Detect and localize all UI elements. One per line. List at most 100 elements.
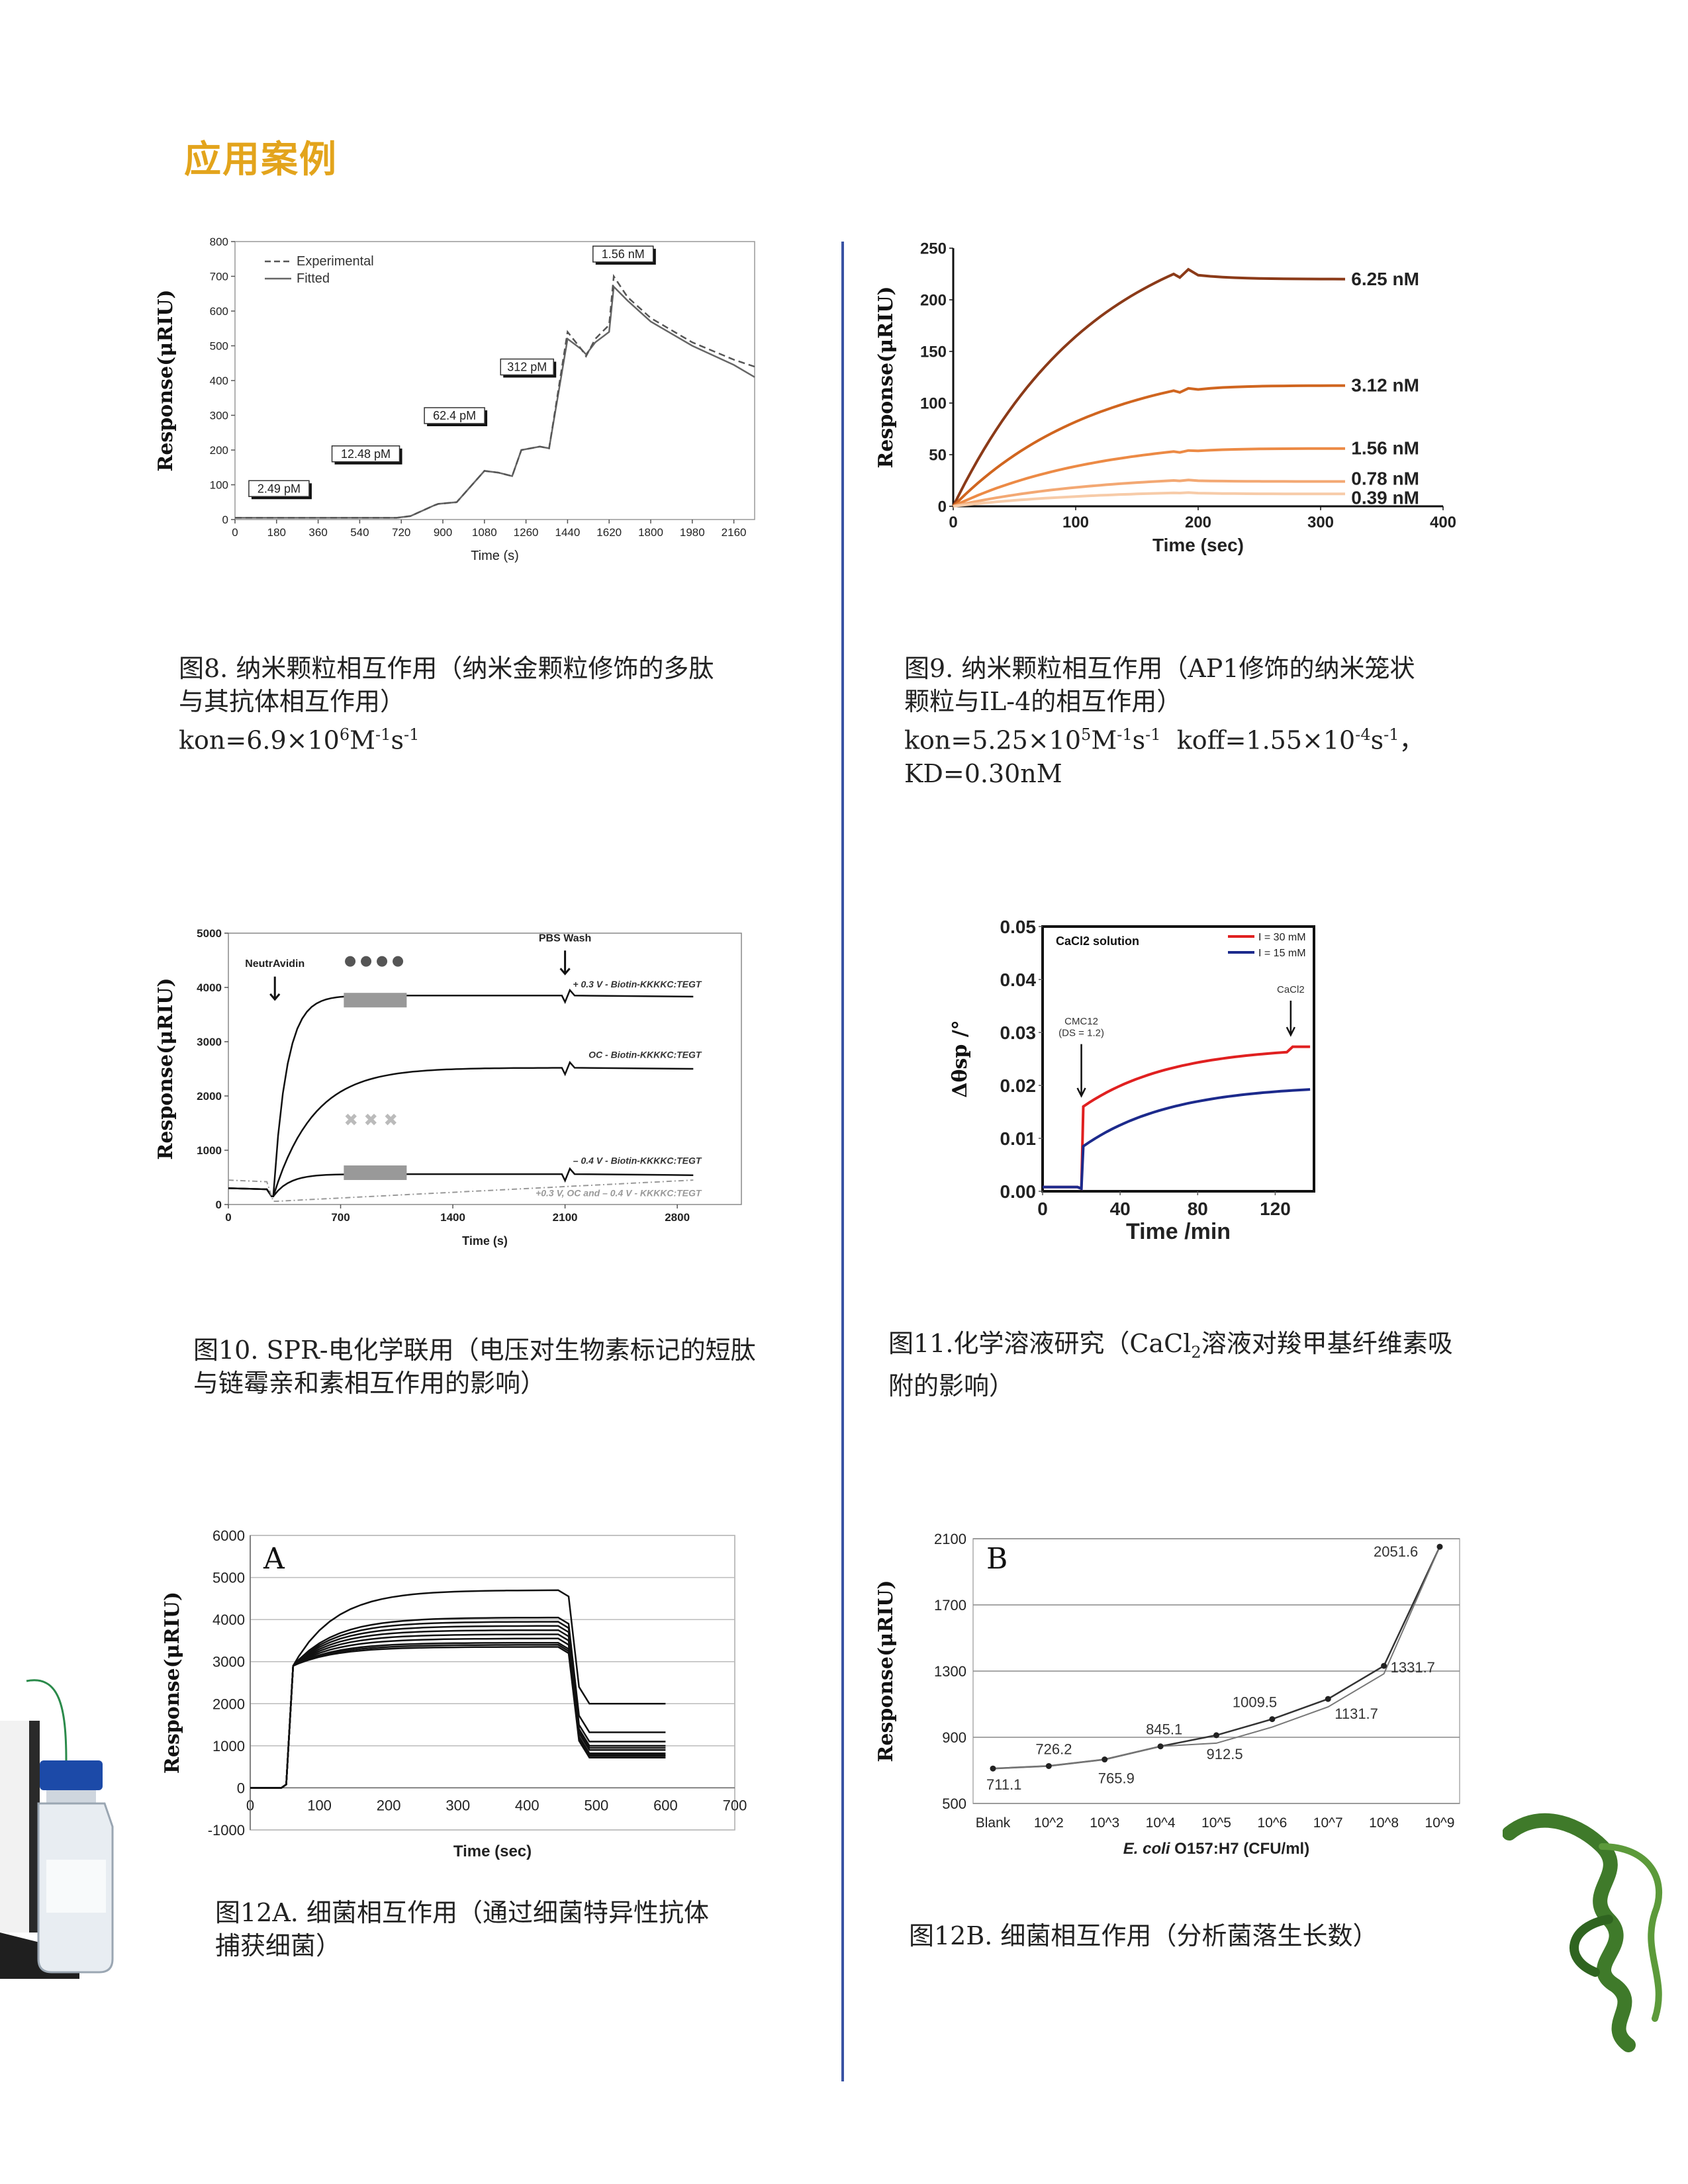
concentration-label: 2.49 pM	[258, 482, 301, 495]
surface-schematic	[344, 1165, 407, 1180]
legend-label: I = 30 mM	[1258, 932, 1306, 943]
y-tick-label: 1300	[934, 1663, 966, 1680]
caption-figure-9: 图9. 纳米颗粒相互作用（AP1修饰的纳米笼状 颗粒与IL-4的相互作用） ko…	[904, 652, 1425, 790]
x-tick-label: 400	[515, 1797, 539, 1813]
x-tick-label: 700	[723, 1797, 747, 1813]
legend-label-experimental: Experimental	[297, 254, 374, 269]
x-tick-label: 80	[1188, 1199, 1208, 1219]
caption-line: 与其抗体相互作用）	[179, 687, 406, 716]
series-line	[250, 1625, 666, 1789]
x-tick-label: 1800	[638, 526, 663, 539]
series-line	[250, 1633, 666, 1789]
x-tick-label: 0	[232, 526, 238, 539]
figure-12b: 500 900 1300 1700 2100 Blank 10^2 10^3 10^4 10^5 1…	[874, 1522, 1483, 1866]
x-tick-label: 1080	[472, 526, 497, 539]
y-tick-label: 0.04	[1000, 970, 1037, 990]
caption-line: 图12B. 细菌相互作用（分析菌落生长数）	[909, 1921, 1378, 1950]
y-tick-label: 200	[210, 444, 228, 457]
x-tick-label: 180	[267, 526, 286, 539]
x-axis-label: Time /min	[1126, 1219, 1231, 1244]
x-tick-label: 2100	[553, 1211, 578, 1224]
y-tick-label: 3000	[197, 1036, 222, 1048]
data-label: 726.2	[1035, 1741, 1072, 1757]
y-tick-label: 50	[929, 446, 947, 464]
data-point	[1436, 1543, 1443, 1550]
series-line-replicate	[992, 1546, 1440, 1770]
data-point	[1102, 1756, 1108, 1763]
y-tick-label: 2000	[197, 1090, 222, 1103]
x-tick-label: 900	[434, 526, 452, 539]
x-tick-label: 10^4	[1146, 1815, 1176, 1831]
annotation-arrow	[1286, 1001, 1295, 1037]
concentration-label: 12.48 pM	[341, 447, 391, 461]
protein-schematic	[361, 956, 372, 967]
series-line	[250, 1589, 666, 1789]
y-tick-label: 100	[920, 394, 947, 412]
y-tick-label: 0.03	[1000, 1023, 1037, 1043]
x-tick-label: Blank	[976, 1815, 1011, 1831]
y-tick-label: 500	[210, 340, 228, 352]
y-tick-label: 0.05	[1000, 917, 1037, 937]
x-tick-label: 1260	[514, 526, 539, 539]
series-label: 1.56 nM	[1351, 438, 1419, 459]
series-label: OC - Biotin-KKKKC:TEGT	[588, 1050, 702, 1060]
series-label: 0.39 nM	[1351, 487, 1419, 508]
x-tick-label: 200	[377, 1797, 401, 1813]
data-label: 711.1	[986, 1776, 1021, 1793]
caption-figure-10: 图10. SPR-电化学联用（电压对生物素标记的短肽 与链霉亲和素相互作用的影响…	[193, 1334, 756, 1400]
y-tick-label: 0	[216, 1199, 222, 1211]
x-axis-label-rest: O157:H7 (CFU/ml)	[1174, 1840, 1309, 1858]
y-axis-label: Response(μRIU)	[874, 286, 898, 468]
concentration-label: 1.56 nM	[602, 248, 645, 261]
legend-label: I = 15 mM	[1258, 948, 1306, 959]
caption-line: 与链霉亲和素相互作用的影响）	[193, 1369, 546, 1398]
x-tick-label: 400	[1430, 514, 1456, 531]
data-label: 1331.7	[1391, 1659, 1435, 1676]
instrument-decoration	[0, 1668, 126, 1988]
plot-frame	[250, 1535, 735, 1831]
x-tick-label: 0	[1037, 1199, 1048, 1219]
x-tick-label: 360	[308, 526, 327, 539]
series-line	[250, 1616, 666, 1789]
protein-schematic: ✖	[383, 1111, 398, 1130]
kinetic-constants: kon=5.25×105M-1s-1 koff=1.55×10-4s-1，	[904, 725, 1425, 755]
chart-title: CaCl2 solution	[1056, 934, 1139, 948]
x-axis-label: Time (s)	[462, 1234, 508, 1248]
series-line	[250, 1641, 666, 1789]
protein-schematic: ✖	[344, 1111, 358, 1130]
annotation-box	[500, 358, 554, 376]
y-tick-label: 0	[237, 1780, 245, 1796]
annotation-box	[331, 445, 400, 463]
y-tick-label: 800	[210, 236, 228, 248]
x-tick-label: 10^9	[1425, 1815, 1455, 1831]
y-tick-label: 2000	[212, 1696, 245, 1712]
y-tick-label: 200	[920, 291, 947, 309]
series-line	[953, 478, 1345, 508]
series-line	[250, 1621, 666, 1789]
y-tick-label: 2100	[934, 1531, 966, 1547]
x-tick-label: 120	[1260, 1199, 1291, 1219]
panel-label: A	[263, 1542, 285, 1576]
series-line	[952, 384, 1345, 508]
x-tick-label: 540	[350, 526, 369, 539]
annotation-arrow	[1076, 1044, 1086, 1098]
column-divider	[841, 242, 844, 2081]
figure-11-chart: 0.00 0.01 0.02 0.03 0.04 0.05 0 40 80 120 Time /mi…	[949, 917, 1315, 1244]
y-tick-label: 600	[210, 305, 228, 318]
series-line	[228, 988, 694, 1197]
caption-figure-12a: 图12A. 细菌相互作用（通过细菌特异性抗体 捕获细菌）	[215, 1896, 709, 1962]
event-label-neutravidin: NeutrAvidin	[245, 958, 305, 970]
data-label: 845.1	[1146, 1721, 1182, 1738]
surface-schematic	[344, 993, 407, 1008]
y-tick-label: 5000	[197, 927, 222, 940]
event-label-pbs-wash: PBS Wash	[539, 933, 591, 944]
x-tick-label: 600	[653, 1797, 678, 1813]
caption-figure-8: 图8. 纳米颗粒相互作用（纳米金颗粒修饰的多肽 与其抗体相互作用） kon=6.…	[179, 652, 714, 757]
x-tick-label: 10^7	[1313, 1815, 1343, 1831]
protein-schematic	[345, 956, 356, 967]
caption-line: 捕获细菌）	[215, 1931, 342, 1960]
y-tick-label: 0.01	[1000, 1128, 1037, 1149]
series-line	[228, 1167, 694, 1197]
figure-10: 0 1000 2000 3000 4000 5000 0 700 1400 2100 2800 Tim…	[152, 923, 761, 1267]
